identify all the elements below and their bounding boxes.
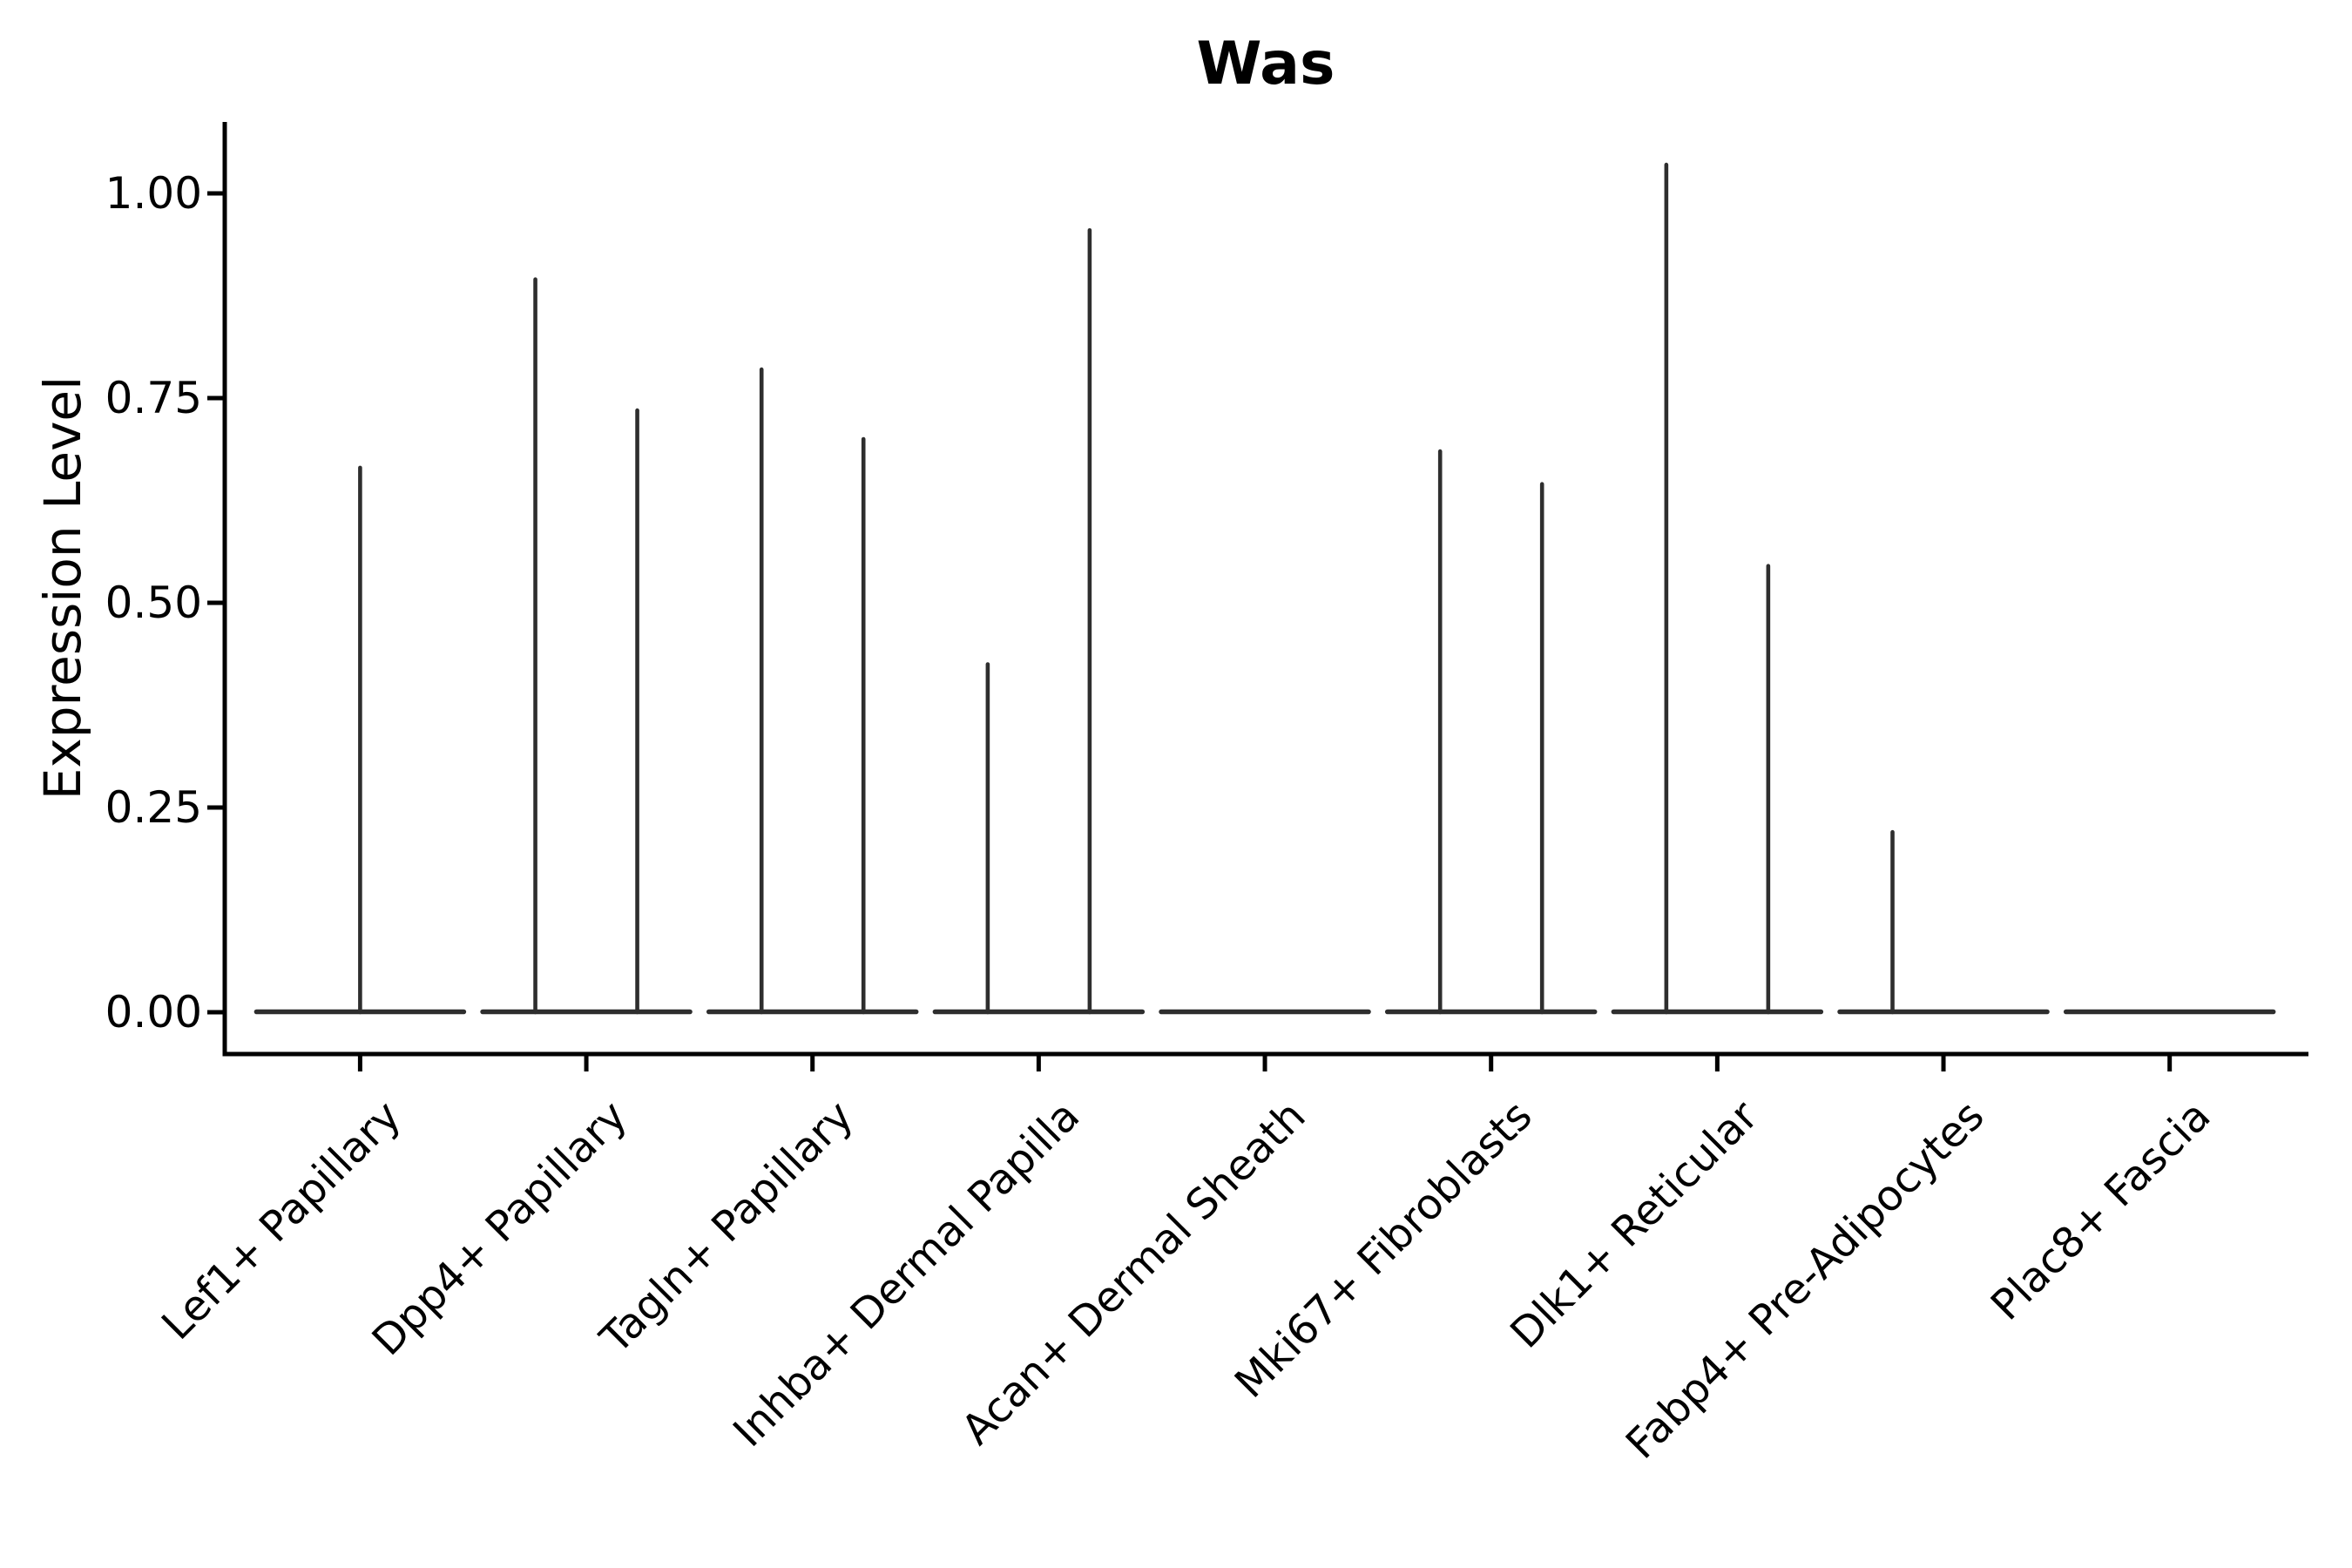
y-tick-label: 0.25	[105, 782, 202, 833]
chart-title: Was	[1196, 30, 1335, 98]
y-tick-label: 0.75	[105, 373, 202, 423]
y-tick-label: 1.00	[105, 168, 202, 219]
y-tick-label: 0.50	[105, 578, 202, 628]
y-tick-label: 0.00	[105, 987, 202, 1037]
